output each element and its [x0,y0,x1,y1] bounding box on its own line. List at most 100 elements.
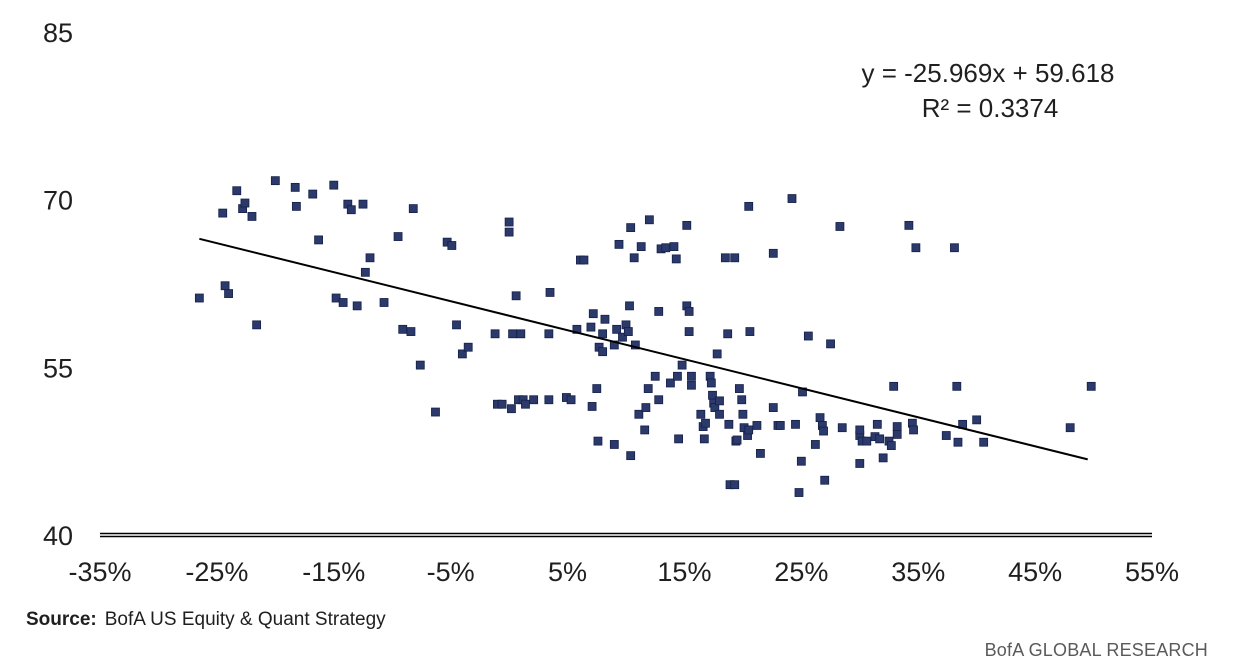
data-point [701,418,710,428]
x-tick-label: -5% [427,557,475,587]
data-point [941,431,951,440]
data-point [796,456,806,466]
data-point [629,253,639,263]
data-point [623,327,633,336]
data-point [379,298,389,307]
data-point [308,189,318,199]
data-point [630,340,640,350]
data-point [720,253,730,263]
data-point [654,395,664,405]
data-point [972,415,982,425]
data-point [909,425,918,435]
data-point [507,404,516,414]
data-point [815,413,825,423]
data-point [490,329,500,339]
y-tick-label: 70 [43,186,73,216]
data-point [775,421,785,430]
data-point [730,480,740,490]
data-point [892,422,902,431]
x-tick-label: 5% [548,557,587,587]
data-point [666,378,675,388]
y-axis-ticks: 40 55 70 85 [43,18,73,551]
data-point [641,403,651,412]
data-point [247,212,257,221]
data-point [886,441,896,450]
data-point [710,403,720,412]
data-point [682,220,692,230]
data-point [768,248,778,258]
data-point [598,347,608,357]
y-tick-label: 85 [43,18,73,48]
data-point [696,409,706,419]
data-point [545,288,555,297]
data-point [358,199,368,209]
data-point [365,253,375,263]
data-point [516,329,526,339]
data-point [820,475,830,485]
data-point [671,254,681,264]
data-point [232,186,242,196]
data-point [529,395,539,405]
data-point [497,399,507,409]
equation-label: y = -25.969x + 59.618 [862,58,1115,88]
data-point [586,322,596,332]
data-point [398,324,408,334]
data-point [626,223,636,233]
data-point [677,360,687,370]
data-point [756,449,765,458]
data-point [734,384,744,393]
data-point [579,255,589,265]
data-point [673,371,682,381]
data-point [837,423,847,433]
data-point [457,349,467,359]
data-point [270,176,280,186]
data-point [979,437,989,447]
data-point [904,220,914,230]
data-point [598,329,608,339]
data-point [706,378,716,388]
data-point [625,301,634,311]
data-point [644,215,654,225]
data-point [291,201,301,211]
data-point [588,309,598,319]
data-point [566,395,576,405]
data-point [684,307,694,316]
data-point [826,339,835,349]
data-point [331,293,341,303]
trendline-line [199,237,1088,461]
data-point [892,429,902,439]
data-point [661,243,671,253]
data-point [875,434,885,444]
data-point [794,488,804,497]
data-point [609,440,619,449]
data-point [862,436,872,446]
data-point [626,451,636,461]
data-point [415,360,425,370]
data-point [504,217,514,227]
data-point [338,298,348,307]
source-note: Source: BofA US Equity & Quant Strategy [26,609,386,631]
x-axis-line [100,532,1152,538]
y-tick-label: 40 [43,521,73,551]
data-point [889,381,899,391]
data-point [447,241,457,250]
regression-annotation: y = -25.969x + 59.618 R² = 0.3374 [862,58,1115,123]
data-point [640,425,650,435]
data-point [314,235,323,245]
data-point [346,205,356,215]
data-point [872,419,882,429]
scatter-points [194,176,1096,497]
x-tick-label: 15% [657,557,711,587]
data-point [452,320,461,330]
data-point [1086,381,1096,391]
x-axis-ticks: -35% -25% -15% -5% 5% 15% 25% 35% 45% 55% [68,557,1179,587]
data-point [592,384,602,393]
data-point [744,425,754,435]
source-label: Source: [26,609,97,630]
data-point [819,426,828,436]
data-point [732,435,742,445]
data-point [723,329,733,339]
data-point [752,421,762,430]
y-tick-label: 55 [43,353,73,383]
